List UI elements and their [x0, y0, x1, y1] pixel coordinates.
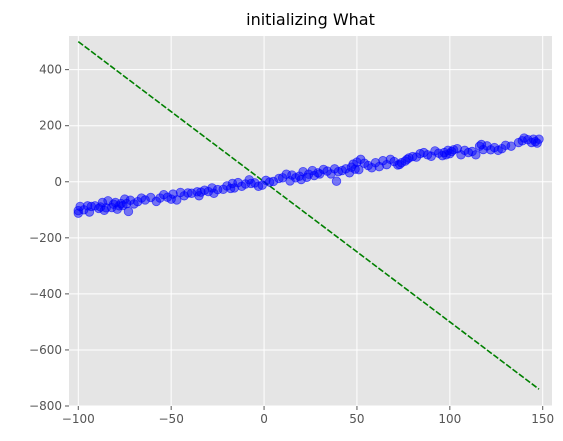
data-point: [172, 195, 182, 205]
y-tick-label: 200: [39, 119, 62, 133]
x-tick-label: 100: [438, 412, 461, 426]
y-tick-label: −600: [29, 343, 62, 357]
data-point: [534, 134, 544, 144]
x-tick-label: −50: [159, 412, 184, 426]
fitted-line: [77, 40, 540, 390]
grid-lines: [69, 36, 552, 407]
x-tick-label: 150: [531, 412, 554, 426]
data-point: [331, 176, 342, 186]
y-tick-label: −800: [29, 399, 62, 413]
plot-background: [69, 36, 552, 406]
data-points-layer: [73, 133, 544, 218]
data-point: [123, 206, 134, 217]
data-point: [506, 141, 516, 151]
chart-title: initializing What: [246, 10, 375, 29]
x-tick-label: 50: [349, 412, 364, 426]
y-axis-ticks: −800 −600 −400 −200 0 200 400: [29, 63, 69, 413]
regression-line-layer: [77, 40, 540, 390]
y-tick-label: 0: [54, 175, 62, 189]
y-tick-label: −400: [29, 287, 62, 301]
y-tick-label: −200: [29, 231, 62, 245]
data-point: [354, 165, 364, 175]
y-tick-label: 400: [39, 63, 62, 77]
data-point: [471, 150, 481, 160]
x-tick-label: −100: [62, 412, 95, 426]
x-tick-label: 0: [260, 412, 268, 426]
x-axis-ticks: −100 −50 0 50 100 150: [62, 406, 554, 426]
